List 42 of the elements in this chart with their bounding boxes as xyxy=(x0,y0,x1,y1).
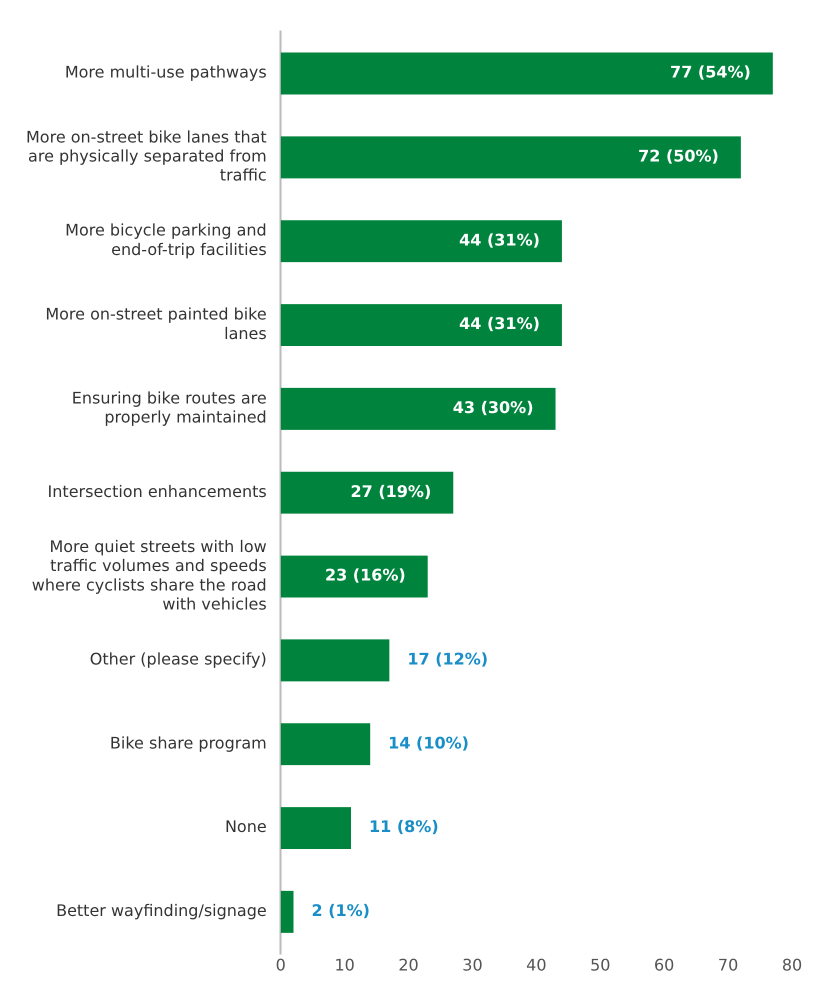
bar xyxy=(280,723,370,766)
data-label: 43 (30%) xyxy=(452,398,534,418)
bar xyxy=(280,388,556,430)
x-tick-label: 80 xyxy=(782,956,802,975)
y-tick-label: Ensuring bike routes are properly maintained xyxy=(72,388,267,427)
x-tick-label: 30 xyxy=(462,956,483,975)
bar xyxy=(280,556,428,598)
y-tick-label: More on-street bike lanes that are physically separated from traffic xyxy=(26,127,267,185)
data-label: 14 (10%) xyxy=(388,733,469,752)
data-label: 23 (16%) xyxy=(324,566,406,585)
bar xyxy=(280,472,454,514)
y-tick-label: Bike share program xyxy=(110,733,267,752)
data-label: 2 (1%) xyxy=(311,901,370,920)
bar xyxy=(280,136,741,178)
x-tick-label: 10 xyxy=(334,956,355,975)
x-tick-label: 40 xyxy=(526,956,547,975)
y-tick-label: Intersection enhancements xyxy=(48,482,267,501)
y-tick-label: More quiet streets with low traffic volumes and speeds where cyclists share the road with vehicles xyxy=(32,536,267,614)
y-tick-label: More bicycle parking and end-of-trip facilities xyxy=(65,220,267,259)
x-tick-label: 50 xyxy=(590,956,610,975)
data-label: 44 (31%) xyxy=(459,314,540,334)
x-tick-label: 0 xyxy=(276,956,286,975)
data-label: 72 (50%) xyxy=(638,146,719,166)
data-label: 44 (31%) xyxy=(459,230,540,250)
data-label: 11 (8%) xyxy=(369,817,439,836)
y-tick-label: More multi-use pathways xyxy=(64,62,267,82)
y-tick-label: More on-street painted bike lanes xyxy=(45,304,267,343)
y-tick-label: Other (please specify) xyxy=(90,650,267,669)
bar xyxy=(280,304,562,346)
bar xyxy=(280,639,390,682)
bar xyxy=(280,890,294,933)
y-tick-label: None xyxy=(224,817,267,836)
bar xyxy=(280,52,773,94)
x-tick-label: 70 xyxy=(718,956,738,975)
data-label: 27 (19%) xyxy=(350,482,432,501)
x-tick-label: 60 xyxy=(654,956,674,975)
bar xyxy=(280,220,562,262)
data-label: 17 (12%) xyxy=(407,650,488,669)
y-tick-label: Better wayfinding/signage xyxy=(56,901,267,920)
x-tick-label: 20 xyxy=(398,956,419,975)
data-label: 77 (54%) xyxy=(670,62,751,82)
bar xyxy=(280,807,352,850)
